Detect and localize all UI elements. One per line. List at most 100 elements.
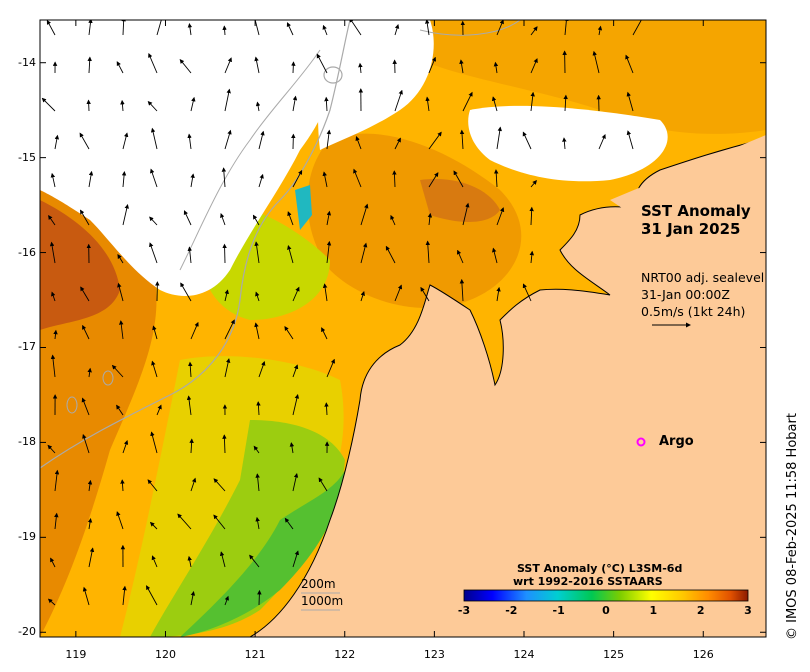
current-vector-arrow xyxy=(54,512,59,530)
current-vector-arrow xyxy=(46,20,56,36)
warm-anomaly-north xyxy=(420,20,766,134)
isobath-1000m xyxy=(179,20,521,271)
reef-outline xyxy=(323,66,343,84)
current-vector-arrow xyxy=(49,241,56,264)
current-vector-arrow xyxy=(224,319,235,340)
current-vector-arrow xyxy=(222,434,227,454)
current-vector-arrow xyxy=(255,101,261,112)
no-data-region-north xyxy=(318,20,434,150)
current-vector-arrow xyxy=(353,168,362,188)
current-vector-arrow xyxy=(326,210,332,226)
current-vector-arrow xyxy=(491,96,498,112)
colorbar-tick-label: 3 xyxy=(744,604,752,617)
current-vector-arrow xyxy=(147,100,158,112)
current-vector-arrow xyxy=(249,554,260,568)
current-vector-arrow xyxy=(86,99,91,112)
current-vector-arrow xyxy=(360,203,369,226)
current-vector-arrow xyxy=(428,172,439,188)
colorbar-tick-label: 1 xyxy=(649,604,658,617)
current-vector-arrow xyxy=(41,97,56,112)
current-vector-arrow xyxy=(180,282,192,302)
current-vector-arrow xyxy=(252,214,260,226)
plot-frame xyxy=(39,19,767,638)
current-vector-arrow xyxy=(428,56,437,74)
current-scale-label: 0.5m/s (1kt 24h) xyxy=(641,304,746,319)
current-vector-arrow xyxy=(592,50,600,74)
current-vector-arrow xyxy=(316,53,328,74)
lat-tick-label: -14 xyxy=(18,55,36,69)
current-vector-arrow xyxy=(355,136,362,150)
current-vector-arrow xyxy=(50,557,56,568)
current-vector-arrow xyxy=(116,404,124,416)
current-vector-arrow xyxy=(522,283,532,302)
map-title-date: 31 Jan 2025 xyxy=(641,220,741,238)
current-vector-arrow xyxy=(258,173,264,188)
current-vector-arrow xyxy=(626,91,634,112)
current-vector-arrow xyxy=(190,477,197,492)
current-vector-arrow xyxy=(394,24,400,36)
current-vector-arrow xyxy=(562,137,567,150)
current-vector-arrow xyxy=(632,20,644,36)
current-vector-arrow xyxy=(150,431,158,454)
current-vector-arrow xyxy=(394,284,403,302)
current-vector-arrow xyxy=(326,240,332,264)
current-vector-arrow xyxy=(292,169,303,188)
warm-anomaly-central xyxy=(307,133,522,309)
current-vector-arrow xyxy=(459,59,464,74)
current-vector-arrow xyxy=(394,137,401,150)
current-vector-arrow xyxy=(151,360,158,378)
lat-tick-label: -20 xyxy=(18,625,36,639)
current-vector-arrow xyxy=(625,54,634,74)
land-north-coast xyxy=(610,135,766,220)
current-vector-arrow xyxy=(156,20,164,36)
current-vector-arrow xyxy=(50,172,56,188)
colorbar-tick-label: -2 xyxy=(505,604,518,617)
lat-tick-label: -16 xyxy=(18,245,36,259)
current-vector-arrow xyxy=(190,173,195,188)
argo-label: Argo xyxy=(659,434,694,449)
no-data-region-northeast xyxy=(468,105,668,182)
current-vector-arrow xyxy=(87,479,93,492)
colorbar-tick-label: 0 xyxy=(602,604,610,617)
current-vector-arrow xyxy=(529,250,535,264)
lon-tick-label: 122 xyxy=(334,648,356,661)
current-vector-arrow xyxy=(598,133,606,150)
current-vector-arrow xyxy=(258,360,266,378)
argo-float-marker xyxy=(636,437,646,447)
current-vector-arrow xyxy=(253,445,260,454)
current-vector-arrow xyxy=(122,132,129,150)
current-vector-arrow xyxy=(54,469,60,492)
current-vector-arrow xyxy=(187,555,192,568)
current-vector-arrow xyxy=(82,586,90,606)
current-vector-arrow xyxy=(318,477,328,492)
colorbar xyxy=(463,589,749,602)
current-vector-arrow xyxy=(213,478,226,492)
current-vector-arrow xyxy=(148,52,158,74)
current-vector-arrow xyxy=(82,324,90,340)
current-vector-arrow xyxy=(122,440,129,454)
current-vector-arrow xyxy=(496,20,504,36)
current-vector-arrow xyxy=(187,246,193,264)
current-vector-arrow xyxy=(427,212,433,226)
current-vector-arrow xyxy=(462,91,473,112)
current-vector-arrow xyxy=(219,551,226,568)
current-vector-arrow xyxy=(150,168,158,188)
current-vector-arrow xyxy=(254,20,260,36)
lon-tick-label: 126 xyxy=(692,648,714,661)
current-vector-arrow xyxy=(122,204,129,226)
colorbar-tick-label: 2 xyxy=(696,604,705,617)
current-vector-arrow xyxy=(597,25,603,36)
current-vector-arrow xyxy=(530,58,538,74)
current-vector-arrow xyxy=(392,170,397,188)
current-vector-arrow xyxy=(224,595,229,606)
current-vector-arrow xyxy=(390,214,396,226)
current-vectors xyxy=(41,20,644,606)
current-vector-arrow xyxy=(255,473,260,492)
current-vector-arrow xyxy=(53,329,58,340)
current-vector-arrow xyxy=(255,291,260,302)
current-vector-arrow xyxy=(224,57,232,74)
current-vector-arrow xyxy=(322,283,328,302)
lon-tick-label: 125 xyxy=(603,648,625,661)
lon-tick-label: 124 xyxy=(513,648,535,661)
